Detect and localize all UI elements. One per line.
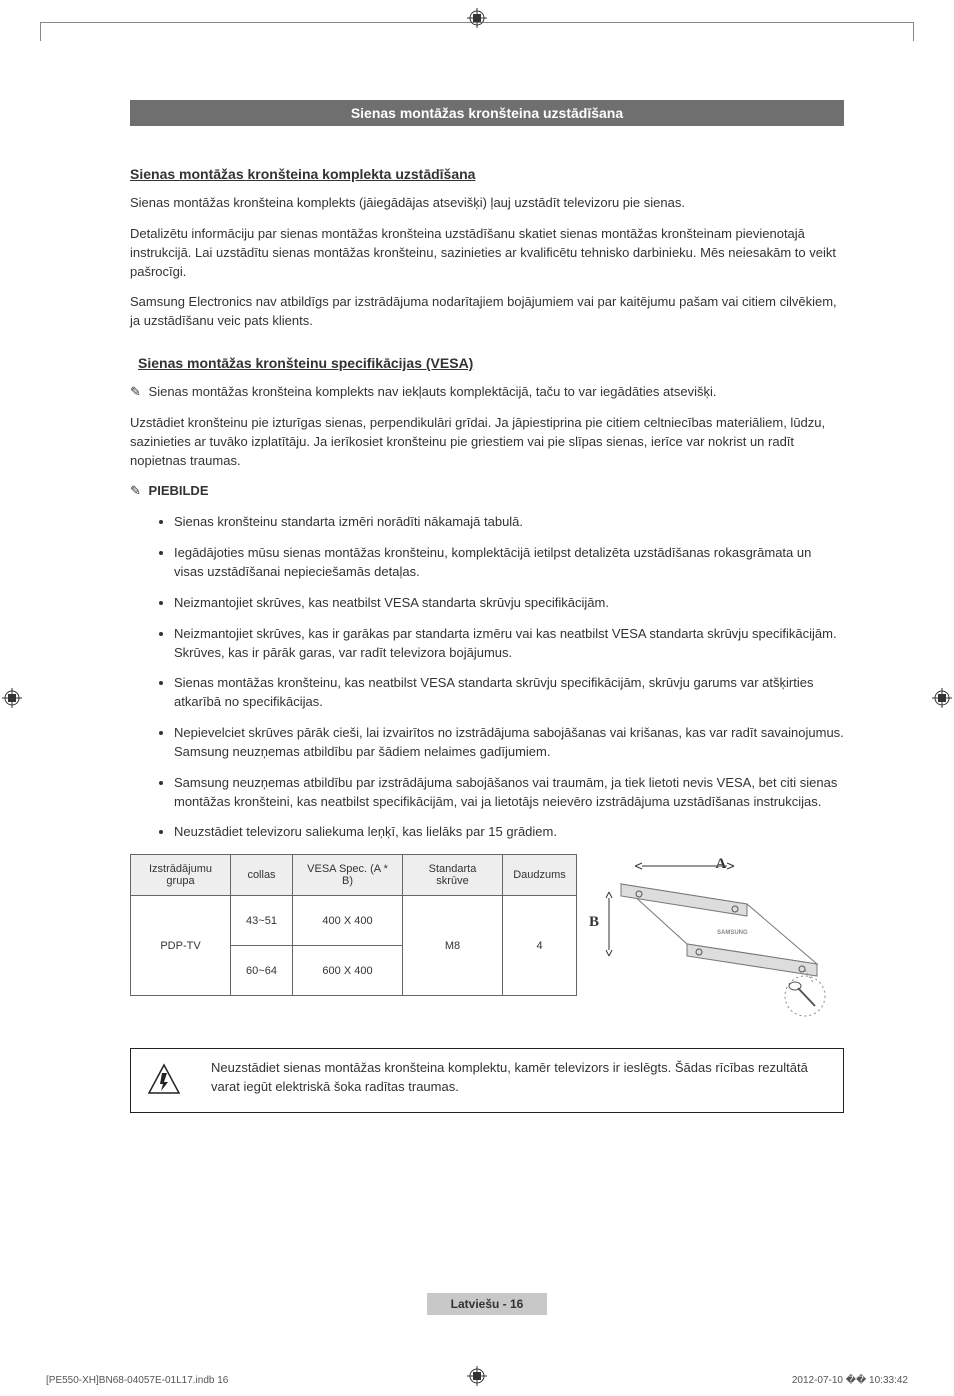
section-banner: Sienas montāžas kronšteina uzstādīšana bbox=[130, 100, 844, 126]
page-footer-pill: Latviešu - 16 bbox=[427, 1293, 547, 1315]
list-item: Samsung neuzņemas atbildību par izstrādā… bbox=[174, 774, 844, 812]
bracket-diagram: A B bbox=[587, 854, 844, 1024]
td-qty: 4 bbox=[503, 896, 577, 996]
bullet-list: Sienas kronšteinu standarta izmēri norād… bbox=[174, 513, 844, 842]
td-vesa: 600 X 400 bbox=[293, 946, 403, 996]
td-inches: 60~64 bbox=[231, 946, 293, 996]
footer-file: [PE550-XH]BN68-04057E-01L17.indb 16 bbox=[46, 1375, 228, 1386]
registration-mark-right bbox=[932, 688, 952, 708]
warning-box: Neuzstādiet sienas montāžas kronšteina k… bbox=[130, 1048, 844, 1113]
list-item: Sienas kronšteinu standarta izmēri norād… bbox=[174, 513, 844, 532]
list-item: Iegādājoties mūsu sienas montāžas kronšt… bbox=[174, 544, 844, 582]
para-kit-detail: Detalizētu informāciju par sienas montāž… bbox=[130, 225, 844, 282]
diagram-label-a: A bbox=[716, 856, 727, 873]
list-item: Nepievelciet skrūves pārāk cieši, lai iz… bbox=[174, 724, 844, 762]
th-product-group: Izstrādājumu grupa bbox=[131, 855, 231, 896]
list-item: Neizmantojiet skrūves, kas ir garākas pa… bbox=[174, 625, 844, 663]
para-kit-liability: Samsung Electronics nav atbildīgs par iz… bbox=[130, 293, 844, 331]
pencil-icon: ✎ bbox=[130, 483, 141, 498]
note-sold-separately: ✎ Sienas montāžas kronšteina komplekts n… bbox=[130, 383, 844, 402]
note-sold-separately-text: Sienas montāžas kronšteina komplekts nav… bbox=[149, 384, 717, 399]
th-vesa: VESA Spec. (A * B) bbox=[293, 855, 403, 896]
piebilde-row: ✎ PIEBILDE bbox=[130, 482, 844, 501]
para-kit-intro: Sienas montāžas kronšteina komplekts (jā… bbox=[130, 194, 844, 213]
td-screw: M8 bbox=[403, 896, 503, 996]
warning-icon bbox=[147, 1063, 181, 1102]
warning-text: Neuzstādiet sienas montāžas kronšteina k… bbox=[211, 1059, 827, 1097]
registration-mark-bottom bbox=[467, 1366, 487, 1386]
td-product-group: PDP-TV bbox=[131, 896, 231, 996]
heading-vesa-spec: Sienas montāžas kronšteinu specifikācija… bbox=[138, 355, 844, 371]
heading-install-kit: Sienas montāžas kronšteina komplekta uzs… bbox=[130, 166, 844, 182]
svg-text:SAMSUNG: SAMSUNG bbox=[717, 930, 748, 936]
list-item: Neizmantojiet skrūves, kas neatbilst VES… bbox=[174, 594, 844, 613]
pencil-icon: ✎ bbox=[130, 384, 141, 399]
vesa-table: Izstrādājumu grupa collas VESA Spec. (A … bbox=[130, 854, 577, 996]
footer-timestamp: 2012-07-10 �� 10:33:42 bbox=[792, 1375, 908, 1386]
piebilde-label: PIEBILDE bbox=[149, 483, 209, 498]
registration-mark-left bbox=[2, 688, 22, 708]
td-vesa: 400 X 400 bbox=[293, 896, 403, 946]
td-inches: 43~51 bbox=[231, 896, 293, 946]
list-item: Neuzstādiet televizoru saliekuma leņķī, … bbox=[174, 823, 844, 842]
list-item: Sienas montāžas kronšteinu, kas neatbils… bbox=[174, 674, 844, 712]
th-screw: Standarta skrūve bbox=[403, 855, 503, 896]
page-content: Sienas montāžas kronšteina uzstādīšana S… bbox=[0, 0, 954, 1365]
para-install-wall: Uzstādiet kronšteinu pie izturīgas siena… bbox=[130, 414, 844, 471]
diagram-label-b: B bbox=[589, 914, 599, 931]
th-inches: collas bbox=[231, 855, 293, 896]
registration-mark-top bbox=[467, 8, 487, 28]
bracket-svg: SAMSUNG bbox=[587, 854, 837, 1019]
th-qty: Daudzums bbox=[503, 855, 577, 896]
